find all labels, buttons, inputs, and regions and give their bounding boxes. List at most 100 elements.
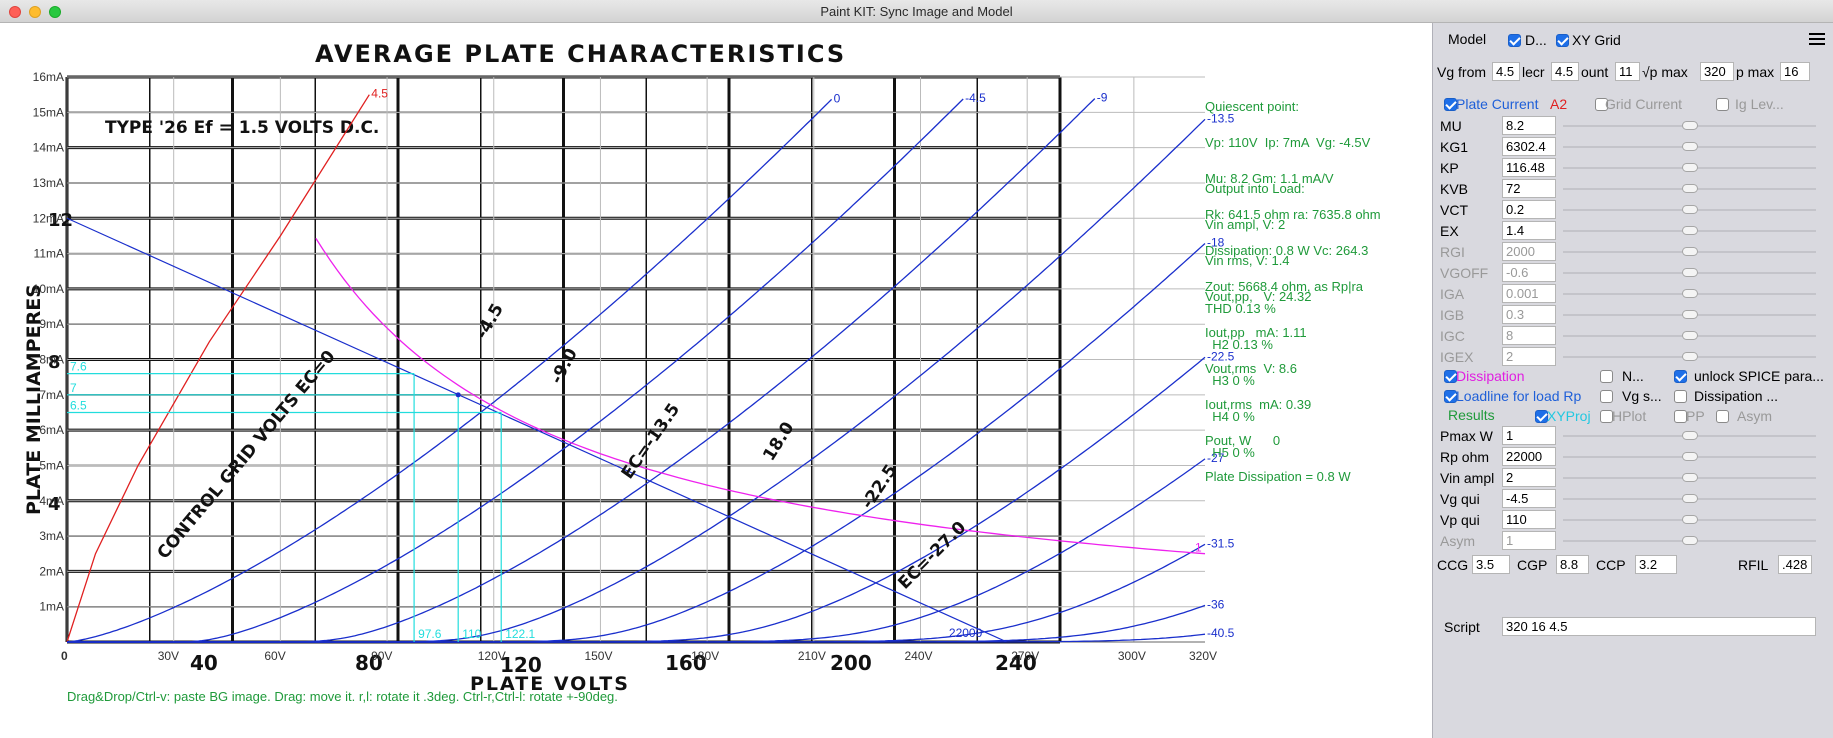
slider-knob[interactable] [1682, 452, 1698, 461]
param-slider[interactable] [1563, 263, 1816, 282]
slider-knob[interactable] [1682, 494, 1698, 503]
ig-level-label[interactable]: Ig Lev... [1735, 96, 1784, 112]
slider-knob[interactable] [1682, 473, 1698, 482]
grid-current-checkbox[interactable] [1595, 98, 1608, 111]
slider-knob[interactable] [1682, 184, 1698, 193]
param-input[interactable]: 116.48 [1502, 158, 1556, 177]
slider-knob[interactable] [1682, 352, 1698, 361]
param-input[interactable]: 0.001 [1502, 284, 1556, 303]
xy-grid-checkbox[interactable] [1556, 34, 1569, 47]
d-checkbox[interactable] [1508, 34, 1521, 47]
param-input[interactable]: 2000 [1502, 242, 1556, 261]
minimize-window-button[interactable] [29, 6, 41, 18]
param-slider[interactable] [1563, 510, 1816, 529]
vp-max-input[interactable]: 320 [1700, 62, 1734, 81]
xyproj-checkbox[interactable] [1535, 410, 1548, 423]
param-slider[interactable] [1563, 242, 1816, 261]
xy-grid-label[interactable]: XY Grid [1572, 32, 1621, 48]
ccp-input[interactable]: 3.2 [1635, 555, 1677, 574]
param-slider[interactable] [1563, 179, 1816, 198]
param-slider[interactable] [1563, 221, 1816, 240]
loadline-checkbox[interactable] [1444, 390, 1457, 403]
plate-current-label[interactable]: Plate Current [1456, 96, 1539, 112]
param-slider[interactable] [1563, 468, 1816, 487]
hamburger-menu-icon[interactable] [1809, 33, 1825, 47]
plot-area[interactable]: AVERAGE PLATE CHARACTERISTICS TYPE '26 Ef… [0, 23, 1432, 738]
unlock-spice-label[interactable]: unlock SPICE para... [1694, 368, 1824, 384]
param-input[interactable]: 8.2 [1502, 116, 1556, 135]
hplot-checkbox[interactable] [1600, 410, 1613, 423]
param-input[interactable]: 72 [1502, 179, 1556, 198]
param-slider[interactable] [1563, 326, 1816, 345]
slider-knob[interactable] [1682, 226, 1698, 235]
param-slider[interactable] [1563, 284, 1816, 303]
vg-from-input[interactable]: 4.5 [1492, 62, 1520, 81]
zoom-window-button[interactable] [49, 6, 61, 18]
ip-max-input[interactable]: 16 [1780, 62, 1810, 81]
n-label[interactable]: N... [1622, 368, 1644, 384]
slider-knob[interactable] [1682, 431, 1698, 440]
param-input[interactable]: -4.5 [1502, 489, 1556, 508]
d-checkbox-label[interactable]: D... [1525, 32, 1547, 48]
param-slider[interactable] [1563, 158, 1816, 177]
slider-knob[interactable] [1682, 121, 1698, 130]
param-slider[interactable] [1563, 531, 1816, 550]
slider-knob[interactable] [1682, 142, 1698, 151]
hplot-label[interactable]: HPlot [1612, 408, 1647, 424]
ccg-input[interactable]: 3.5 [1472, 555, 1510, 574]
param-slider[interactable] [1563, 447, 1816, 466]
param-slider[interactable] [1563, 347, 1816, 366]
slider-knob[interactable] [1682, 536, 1698, 545]
param-input[interactable]: 2 [1502, 468, 1556, 487]
param-input[interactable]: 22000 [1502, 447, 1556, 466]
param-slider[interactable] [1563, 200, 1816, 219]
slider-knob[interactable] [1682, 331, 1698, 340]
param-input[interactable]: 0.3 [1502, 305, 1556, 324]
param-input[interactable]: 8 [1502, 326, 1556, 345]
results-label[interactable]: Results [1448, 407, 1495, 423]
slider-knob[interactable] [1682, 247, 1698, 256]
xyproj-label[interactable]: XYProj [1547, 408, 1591, 424]
slider-knob[interactable] [1682, 205, 1698, 214]
cgp-input[interactable]: 8.8 [1556, 555, 1589, 574]
rfil-input[interactable]: .428 [1778, 555, 1812, 574]
close-window-button[interactable] [9, 6, 21, 18]
param-input[interactable]: 6302.4 [1502, 137, 1556, 156]
param-input[interactable]: 1 [1502, 426, 1556, 445]
vg-s-checkbox[interactable] [1600, 390, 1613, 403]
param-slider[interactable] [1563, 489, 1816, 508]
param-slider[interactable] [1563, 137, 1816, 156]
asym-label[interactable]: Asym [1737, 408, 1772, 424]
count-input[interactable]: 11 [1615, 62, 1640, 81]
slider-knob[interactable] [1682, 289, 1698, 298]
param-slider[interactable] [1563, 426, 1816, 445]
dissipation-checkbox[interactable] [1444, 370, 1457, 383]
slider-knob[interactable] [1682, 515, 1698, 524]
param-input[interactable]: 1.4 [1502, 221, 1556, 240]
dissipation-label[interactable]: Dissipation [1456, 368, 1525, 384]
ig-level-checkbox[interactable] [1716, 98, 1729, 111]
param-input[interactable]: 110 [1502, 510, 1556, 529]
param-input[interactable]: 1 [1502, 531, 1556, 550]
param-input[interactable]: 2 [1502, 347, 1556, 366]
pp-checkbox[interactable] [1674, 410, 1687, 423]
n-checkbox[interactable] [1600, 370, 1613, 383]
dissipation2-checkbox[interactable] [1674, 390, 1687, 403]
unlock-spice-checkbox[interactable] [1674, 370, 1687, 383]
param-input[interactable]: 0.2 [1502, 200, 1556, 219]
script-input[interactable]: 320 16 4.5 [1502, 617, 1816, 636]
param-slider[interactable] [1563, 116, 1816, 135]
loadline-label[interactable]: Loadline for load Rp [1456, 388, 1582, 404]
vg-s-label[interactable]: Vg s... [1622, 388, 1662, 404]
plate-current-checkbox[interactable] [1444, 98, 1457, 111]
decr-input[interactable]: 4.5 [1551, 62, 1579, 81]
param-input[interactable]: -0.6 [1502, 263, 1556, 282]
asym-checkbox[interactable] [1716, 410, 1729, 423]
param-slider[interactable] [1563, 305, 1816, 324]
grid-current-label[interactable]: Grid Current [1605, 96, 1683, 112]
dissipation2-label[interactable]: Dissipation ... [1694, 388, 1779, 404]
slider-knob[interactable] [1682, 163, 1698, 172]
pp-label[interactable]: PP [1686, 408, 1705, 424]
slider-knob[interactable] [1682, 310, 1698, 319]
plate-characteristics-chart[interactable]: AVERAGE PLATE CHARACTERISTICS TYPE '26 Ef… [0, 23, 1432, 738]
